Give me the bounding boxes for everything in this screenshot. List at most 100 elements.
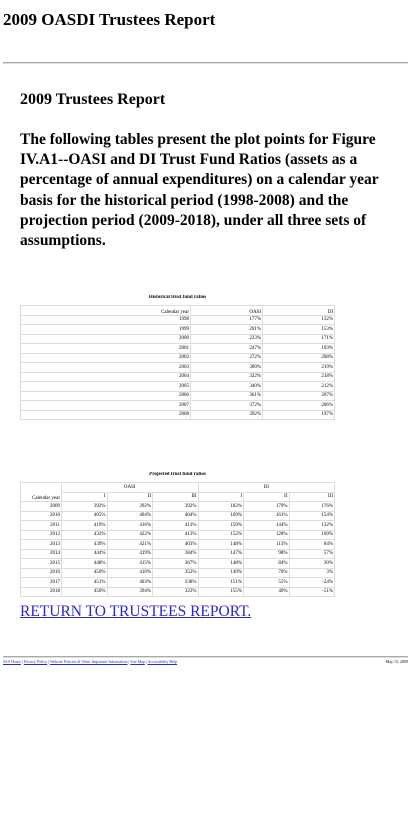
heading: 2009 Trustees Report (20, 91, 166, 108)
table-row: 2014 444% 419% 384% 147% 98% 57% (20, 548, 335, 559)
table-cell: 272% (190, 352, 263, 363)
table-body: 2009 392% 392% 392% 182% 179% 176% 2010 405% 404%… (20, 501, 335, 597)
table-cell: 403% (152, 539, 199, 550)
table-cell: 323% (152, 586, 199, 597)
table-cell: 55% (243, 577, 290, 588)
projected-table: Projected trust fund ratios Calendar yea… (20, 472, 335, 597)
table-cell: 132% (262, 314, 335, 325)
table-row: 1999 201% 153% (20, 324, 335, 335)
intro: The following tables present the plot po… (20, 131, 379, 250)
table-cell: 153% (262, 324, 335, 335)
column-header: I (61, 491, 108, 502)
footer-links: SSA Home | Privacy Policy | Website Poli… (3, 659, 177, 664)
table-row: 2015 448% 415% 367% 148% 84% 30% (20, 558, 335, 569)
separator: | (127, 659, 131, 664)
table-cell: 2004 (20, 371, 191, 382)
table-cell: 3% (288, 567, 335, 578)
table-cell: 450% (61, 567, 108, 578)
table-cell: 2010 (20, 510, 62, 521)
table-cell: 419% (106, 548, 153, 559)
table-cell: 176% (288, 501, 335, 512)
table-row: 2004 322% 218% (20, 371, 335, 382)
table-cell: 2001 (20, 343, 191, 354)
table-cell: 57% (288, 548, 335, 559)
table-cell: 109% (288, 529, 335, 540)
table-cell: 384% (152, 548, 199, 559)
table-row: 2010 405% 404% 404% 169% 161% 154% (20, 510, 335, 521)
return-link[interactable]: RETURN TO TRUSTEES REPORT. (20, 603, 252, 620)
table-row: 2007 372% 206% (20, 400, 335, 411)
table-cell: 128% (243, 529, 290, 540)
table-cell: 444% (61, 548, 108, 559)
table-cell: 144% (243, 520, 290, 531)
table-cell: 207% (262, 390, 335, 401)
table-cell: 148% (197, 539, 244, 550)
table-cell: 451% (61, 577, 108, 588)
column-header: III (152, 491, 199, 502)
separator: | (144, 659, 148, 664)
table-cell: 1999 (20, 324, 191, 335)
footer-link[interactable]: Privacy Policy (23, 659, 48, 664)
table-cell: 2014 (20, 548, 62, 559)
table-cell: 422% (106, 529, 153, 540)
table-cell: 197% (262, 409, 335, 420)
footer-link[interactable]: Accessibility Help (147, 659, 178, 664)
table-cell: 218% (262, 371, 335, 382)
group-header: DI (197, 482, 335, 493)
footer-date: May 15, 2009 (385, 659, 408, 664)
column-header: Calendar year (20, 305, 191, 316)
table-cell: 113% (243, 539, 290, 550)
column-header: Calendar year (20, 482, 62, 502)
table-cell: 404% (106, 510, 153, 521)
table-cell: 367% (152, 558, 199, 569)
table-cell: 432% (61, 529, 108, 540)
table-cell: 439% (61, 539, 108, 550)
table-cell: 132% (288, 520, 335, 531)
table-cell: 2015 (20, 558, 62, 569)
table-cell: 98% (243, 548, 290, 559)
table-row: 2016 450% 410% 352% 149% 70% 3% (20, 567, 335, 578)
footer-link[interactable]: Site Map (130, 659, 145, 664)
table-row: 2008 392% 197% (20, 409, 335, 420)
table-cell: 413% (152, 529, 199, 540)
table-cell: 206% (262, 400, 335, 411)
table-row: 2011 419% 416% 413% 159% 144% 132% (20, 520, 335, 531)
table-cell: 419% (61, 520, 108, 531)
projected-wrap: Projected trust fund ratios Calendar yea… (20, 472, 335, 597)
table-cell: 338% (152, 577, 199, 588)
header-row: Calendar year OASI DI (20, 482, 335, 502)
table-row: 2003 300% 219% (20, 362, 335, 373)
column-header: DI (262, 305, 335, 316)
table-cell: 179% (243, 501, 290, 512)
table-cell: 2016 (20, 567, 62, 578)
table-cell: 405% (61, 510, 108, 521)
table-caption: Projected trust fund ratios (149, 472, 206, 477)
table-cell: 2002 (20, 352, 191, 363)
table-cell: 171% (262, 333, 335, 344)
table-cell: 152% (197, 529, 244, 540)
table-cell: 2000 (20, 333, 191, 344)
column-header: III (288, 491, 335, 502)
table-cell: 416% (106, 520, 153, 531)
divider (3, 62, 408, 64)
table-cell: 404% (152, 510, 199, 521)
table-cell: 413% (152, 520, 199, 531)
table-cell: 30% (288, 558, 335, 569)
table-cell: 2009 (20, 501, 62, 512)
table-row: 2017 451% 403% 338% 151% 55% -24% (20, 577, 335, 588)
subheader-row: I II III I II III (21, 491, 335, 502)
table-cell: 2003 (20, 362, 191, 373)
table-row: 2002 272% 208% (20, 352, 335, 363)
table-cell: 372% (190, 400, 263, 411)
table-cell: 2006 (20, 390, 191, 401)
table-cell: 448% (61, 558, 108, 569)
table-cell: 208% (262, 352, 335, 363)
table-cell: 340% (190, 381, 263, 392)
table-body: 1998 177% 132% 1999 201% 153% 2000 223% 171% 2001… (20, 314, 335, 420)
footer-link[interactable]: SSA Home (3, 659, 21, 664)
footer-link[interactable]: Website Policies & Other Important Infor… (49, 659, 128, 664)
table-row: 1998 177% 132% (20, 314, 335, 325)
table-cell: 149% (197, 567, 244, 578)
column-header: II (106, 491, 153, 502)
